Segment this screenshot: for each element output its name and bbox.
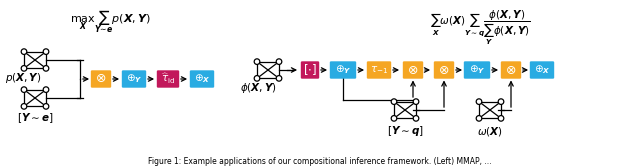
Text: $\otimes$: $\otimes$ xyxy=(506,64,516,76)
Circle shape xyxy=(44,87,49,92)
Circle shape xyxy=(498,116,504,121)
Circle shape xyxy=(44,103,49,109)
Circle shape xyxy=(21,49,27,54)
FancyBboxPatch shape xyxy=(157,70,179,88)
FancyBboxPatch shape xyxy=(330,61,356,79)
Text: $\sum_{\boldsymbol{X}} \omega(\boldsymbol{X})\sum_{\boldsymbol{Y} \sim \boldsymb: $\sum_{\boldsymbol{X}} \omega(\boldsymbo… xyxy=(429,8,531,47)
Circle shape xyxy=(391,116,397,121)
Text: $[\boldsymbol{Y} \sim \boldsymbol{q}]$: $[\boldsymbol{Y} \sim \boldsymbol{q}]$ xyxy=(387,124,424,138)
FancyBboxPatch shape xyxy=(434,61,454,79)
Text: $\otimes$: $\otimes$ xyxy=(438,64,450,76)
FancyBboxPatch shape xyxy=(367,61,391,79)
Circle shape xyxy=(276,59,282,65)
FancyBboxPatch shape xyxy=(530,61,554,79)
Text: $[\cdot]$: $[\cdot]$ xyxy=(303,62,317,77)
FancyBboxPatch shape xyxy=(403,61,423,79)
Text: $\oplus_{\boldsymbol{Y}}$: $\oplus_{\boldsymbol{Y}}$ xyxy=(468,64,485,76)
Text: $\otimes$: $\otimes$ xyxy=(407,64,419,76)
FancyBboxPatch shape xyxy=(91,70,111,88)
Circle shape xyxy=(21,103,27,109)
FancyBboxPatch shape xyxy=(501,61,521,79)
FancyBboxPatch shape xyxy=(122,70,146,88)
Text: $\oplus_{\boldsymbol{X}}$: $\oplus_{\boldsymbol{X}}$ xyxy=(194,73,211,85)
Circle shape xyxy=(413,116,419,121)
Circle shape xyxy=(391,99,397,104)
Text: $\widehat{\tau}_{\mathrm{id}}$: $\widehat{\tau}_{\mathrm{id}}$ xyxy=(161,72,175,86)
Circle shape xyxy=(254,76,260,81)
Circle shape xyxy=(498,99,504,104)
Text: $\omega(\boldsymbol{X})$: $\omega(\boldsymbol{X})$ xyxy=(477,124,503,137)
Text: $\otimes$: $\otimes$ xyxy=(95,73,107,86)
Circle shape xyxy=(413,99,419,104)
Text: $\oplus_{\boldsymbol{X}}$: $\oplus_{\boldsymbol{X}}$ xyxy=(534,64,550,76)
Circle shape xyxy=(21,66,27,71)
Circle shape xyxy=(476,116,482,121)
FancyBboxPatch shape xyxy=(301,61,319,79)
Circle shape xyxy=(276,76,282,81)
Text: Figure 1: Example applications of our compositional inference framework. (Left) : Figure 1: Example applications of our co… xyxy=(148,158,492,166)
Text: $[\boldsymbol{Y} \sim \boldsymbol{e}]$: $[\boldsymbol{Y} \sim \boldsymbol{e}]$ xyxy=(17,111,53,125)
FancyBboxPatch shape xyxy=(190,70,214,88)
Circle shape xyxy=(44,66,49,71)
Circle shape xyxy=(254,59,260,65)
Text: $p(\boldsymbol{X},\boldsymbol{Y})$: $p(\boldsymbol{X},\boldsymbol{Y})$ xyxy=(5,71,42,85)
Text: $\oplus_{\boldsymbol{Y}}$: $\oplus_{\boldsymbol{Y}}$ xyxy=(335,64,351,76)
Circle shape xyxy=(44,49,49,54)
Text: $\phi(\boldsymbol{X},\boldsymbol{Y})$: $\phi(\boldsymbol{X},\boldsymbol{Y})$ xyxy=(239,81,276,95)
Text: $\max_{\boldsymbol{X}} \sum_{\boldsymbol{Y} \sim \boldsymbol{e}} p(\boldsymbol{X: $\max_{\boldsymbol{X}} \sum_{\boldsymbol… xyxy=(70,8,150,35)
Circle shape xyxy=(21,87,27,92)
FancyBboxPatch shape xyxy=(464,61,490,79)
Circle shape xyxy=(476,99,482,104)
Text: $\oplus_{\boldsymbol{Y}}$: $\oplus_{\boldsymbol{Y}}$ xyxy=(125,73,142,85)
Text: $\tau_{-1}$: $\tau_{-1}$ xyxy=(370,64,388,76)
